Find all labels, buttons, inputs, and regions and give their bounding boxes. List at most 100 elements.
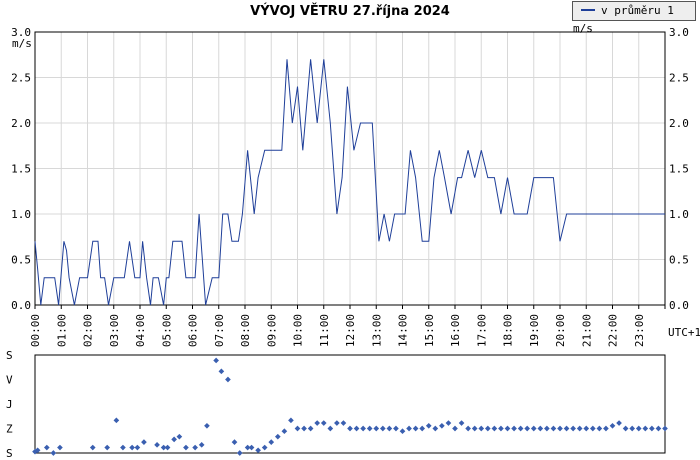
direction-point [589,425,596,432]
direction-point [655,425,662,432]
direction-point [154,442,160,448]
direction-point [57,444,63,451]
direction-point [478,425,485,432]
direction-point [393,425,399,432]
direction-tick-label: Z [6,423,13,436]
direction-point [160,444,167,451]
direction-point [141,439,147,445]
direction-point [104,444,111,451]
x-tick-label: 07:00 [213,314,226,347]
x-tick-label: 15:00 [423,314,436,347]
direction-point [379,425,386,432]
direction-point [373,425,380,432]
direction-point [255,447,261,454]
direction-tick-label: S [6,349,13,362]
direction-point [360,425,366,432]
x-tick-label: 18:00 [502,314,515,347]
direction-point [288,417,294,424]
direction-point [120,444,126,451]
speed-line [34,59,665,306]
y-tick-label-right: 2.0 [669,117,689,130]
y-tick-label-left: 2.5 [11,72,31,85]
direction-point [504,425,511,432]
x-tick-label: 17:00 [475,314,488,347]
direction-point [171,436,177,443]
y-tick-label-right: 0.5 [669,254,689,267]
direction-point [642,425,649,432]
direction-point [471,425,478,432]
direction-point [439,422,445,429]
legend-line-swatch [581,9,595,11]
direction-point [43,444,50,451]
y-tick-label-right: 1.5 [669,163,689,176]
direction-point [281,428,288,435]
direction-point [458,420,465,426]
direction-point [576,425,583,432]
direction-point [386,425,393,432]
direction-point [334,420,340,426]
direction-point [89,444,96,451]
direction-point [244,444,251,451]
direction-point [176,433,183,440]
direction-point [609,422,616,429]
x-tick-label: 05:00 [160,314,173,347]
direction-point [491,425,498,432]
direction-point [366,425,373,432]
direction-point [314,420,321,426]
direction-point [198,442,205,448]
direction-point [616,420,622,426]
direction-tick-label: J [6,398,13,411]
direction-point [583,425,590,432]
direction-point [544,425,550,432]
y-axis-unit-label: m/s [12,37,32,50]
direction-point [452,425,458,432]
direction-point [662,425,668,432]
direction-point [498,425,504,432]
x-tick-label: 20:00 [554,314,567,347]
y-tick-label-right: 1.0 [669,208,689,221]
direction-point [412,425,419,432]
y-tick-label-left: 3.0 [11,26,31,39]
y-tick-label-left: 1.5 [11,163,31,176]
y-tick-label-right: 0.0 [669,299,689,312]
direction-point [307,425,314,432]
direction-point [274,433,281,440]
direction-point [550,425,557,432]
direction-tick-label: V [6,374,13,387]
timezone-label: UTC+1 [668,326,700,339]
direction-point [353,425,360,432]
direction-point [192,444,198,451]
x-tick-label: 13:00 [370,314,383,347]
direction-point [622,425,629,432]
direction-point [517,425,524,432]
direction-point [218,368,225,375]
direction-point [236,450,243,456]
y-tick-label-right: 2.5 [669,72,689,85]
direction-point [320,420,327,426]
direction-point [183,444,189,451]
direction-point [406,425,412,432]
direction-point [301,425,307,432]
direction-point [50,450,57,456]
direction-point [635,425,642,432]
direction-plot-frame [34,354,666,454]
direction-point [113,417,120,424]
x-tick-label: 14:00 [397,314,410,347]
x-tick-label: 06:00 [187,314,200,347]
direction-point [340,420,347,426]
legend: v průměru 1 m/s [572,1,696,35]
direction-point [465,425,471,432]
x-tick-label: 02:00 [82,314,95,347]
direction-point [524,425,531,432]
direction-point [530,425,537,432]
direction-point [204,422,210,429]
direction-tick-label: S [6,447,13,460]
x-tick-label: 08:00 [239,314,252,347]
x-tick-label: 19:00 [528,314,541,347]
direction-point [399,428,406,435]
direction-point [425,422,432,429]
direction-point [134,444,141,451]
x-tick-label: 23:00 [633,314,646,347]
direction-point [484,425,491,432]
